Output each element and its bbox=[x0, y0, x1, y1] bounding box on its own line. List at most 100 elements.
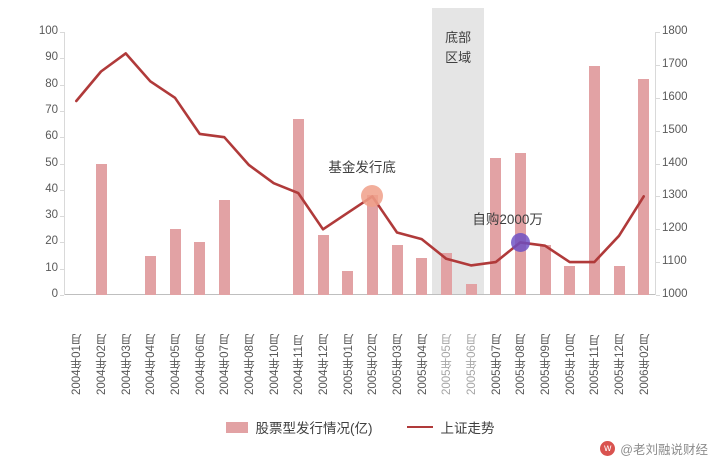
weibo-icon: w bbox=[600, 441, 616, 456]
chart-legend: 股票型发行情况(亿) 上证走势 bbox=[0, 412, 720, 442]
marker-fund-issue-bottom bbox=[361, 185, 384, 208]
y-axis-right-tickmark bbox=[656, 196, 660, 198]
y-axis-right-tick: 1500 bbox=[662, 123, 688, 136]
legend-item-bar: 股票型发行情况(亿) bbox=[225, 417, 373, 437]
y-axis-left-tick: 40 bbox=[45, 182, 58, 195]
y-axis-left-tickmark bbox=[60, 268, 64, 270]
bar bbox=[218, 200, 230, 295]
y-axis-right-tick: 1600 bbox=[662, 90, 688, 103]
y-axis-left-tickmark bbox=[60, 110, 64, 112]
x-axis-tick-label: 2004年10月 bbox=[268, 333, 281, 395]
bar bbox=[613, 266, 625, 295]
shaded-band-label-line2: 区域 bbox=[445, 50, 472, 66]
y-axis-right-tick: 1700 bbox=[662, 57, 688, 70]
watermark-text: @老刘融说财经 bbox=[620, 443, 708, 457]
y-axis-right-tickmark bbox=[656, 262, 660, 264]
y-axis-right-tick: 1000 bbox=[662, 288, 688, 300]
marker-self-purchase bbox=[510, 232, 530, 252]
x-axis-tick-label: 2005年10月 bbox=[564, 333, 577, 395]
bar bbox=[638, 79, 650, 295]
bar bbox=[292, 118, 304, 295]
line-series-group bbox=[75, 52, 646, 267]
x-axis-tick-label: 2005年01月 bbox=[342, 333, 355, 395]
y-axis-left-tick: 90 bbox=[45, 51, 58, 64]
y-axis-right-tick: 1800 bbox=[662, 25, 688, 37]
y-axis-right-tickmark bbox=[656, 64, 660, 66]
y-axis-right-tickmark bbox=[656, 163, 660, 165]
bar bbox=[144, 255, 156, 295]
annotation-fund-issue-bottom: 基金发行底 bbox=[328, 160, 396, 176]
y-axis-left-tickmark bbox=[60, 242, 64, 244]
y-axis-left-tick: 100 bbox=[38, 25, 58, 37]
bar bbox=[539, 245, 551, 295]
plot-area: 0 10 20 30 40 50 60 70 80 90 100 1000 1100 1200 1300 1… bbox=[39, 8, 688, 300]
y-axis-right-tick: 1300 bbox=[662, 189, 688, 202]
bar bbox=[514, 152, 526, 295]
bar-series-group bbox=[64, 32, 656, 295]
legend-item-line: 上证走势 bbox=[406, 417, 495, 437]
x-axis-tick-label: 2005年05月 bbox=[441, 333, 454, 395]
legend-bar-swatch-icon bbox=[225, 421, 248, 433]
bar bbox=[588, 66, 600, 295]
y-axis-right-tick: 1200 bbox=[662, 222, 688, 235]
bar bbox=[440, 252, 452, 295]
x-axis-line bbox=[64, 294, 656, 295]
bar bbox=[465, 284, 477, 295]
x-axis-tick-label: 2004年08月 bbox=[244, 333, 256, 395]
y-axis-right-tick: 1100 bbox=[662, 255, 687, 268]
y-axis-left-tick: 30 bbox=[45, 209, 58, 222]
bar bbox=[391, 245, 403, 295]
x-axis-tick-label: 2005年12月 bbox=[614, 333, 626, 395]
y-axis-left-tickmark bbox=[60, 137, 64, 139]
bar bbox=[317, 234, 329, 295]
y-axis-right-tickmark bbox=[656, 130, 660, 132]
y-axis-left-tick: 20 bbox=[45, 235, 58, 248]
bar bbox=[194, 242, 206, 295]
x-axis-tick-label: 2005年08月 bbox=[515, 333, 528, 395]
y-axis-right-tickmark bbox=[656, 229, 660, 231]
bar bbox=[366, 195, 378, 295]
x-axis-tick-label: 2005年09月 bbox=[540, 333, 552, 395]
x-axis-tick-label: 2004年02月 bbox=[96, 333, 108, 395]
legend-item-line-label: 上证走势 bbox=[440, 421, 495, 436]
x-axis-tick-label: 2005年06月 bbox=[466, 333, 478, 395]
x-axis-tick-labels: 2004年01月 2004年02月 2004年03月 2004年04月 2004年05月… bbox=[64, 299, 656, 409]
x-axis-tick-label: 2005年07月 bbox=[490, 333, 503, 395]
shaded-band-bottom-region bbox=[432, 8, 485, 295]
y-axis-left-tick: 60 bbox=[45, 130, 58, 143]
bar bbox=[490, 158, 502, 295]
bar bbox=[564, 266, 576, 295]
x-axis-tick-label: 2005年11月 bbox=[589, 334, 602, 395]
y-axis-left-tick: 70 bbox=[45, 103, 58, 116]
y-axis-left-tick: 0 bbox=[51, 288, 58, 300]
y-axis-left-tick: 50 bbox=[45, 156, 58, 169]
bar bbox=[342, 271, 354, 295]
y-axis-right-tickmark bbox=[656, 295, 660, 296]
y-axis-left-tickmark bbox=[60, 84, 64, 86]
x-axis-tick-label: 2006年02月 bbox=[638, 333, 651, 395]
x-axis-tick-label: 2004年01月 bbox=[71, 333, 84, 395]
x-axis-tick-label: 2004年07月 bbox=[219, 333, 232, 395]
y-axis-left-tick: 10 bbox=[45, 261, 58, 274]
shaded-band-label-line1: 底部 bbox=[445, 30, 472, 45]
x-axis-tick-label: 2004年11月 bbox=[293, 334, 306, 395]
shaded-band-label: 底部 区域 bbox=[424, 28, 492, 68]
y-axis-right-line bbox=[655, 32, 656, 295]
x-axis-tick-label: 2004年06月 bbox=[194, 333, 207, 395]
x-axis-tick-label: 2004年04月 bbox=[145, 333, 158, 395]
y-axis-left-tickmark bbox=[60, 58, 64, 60]
y-axis-right-tickmark bbox=[656, 97, 660, 99]
x-axis-tick-label: 2005年04月 bbox=[416, 333, 429, 395]
x-axis-tick-label: 2004年05月 bbox=[170, 333, 182, 395]
x-axis-tick-label: 2005年02月 bbox=[367, 333, 380, 395]
legend-line-swatch-icon bbox=[406, 426, 433, 428]
y-axis-left-tickmark bbox=[60, 32, 64, 33]
bar bbox=[169, 229, 181, 295]
watermark: w @老刘融说财经 bbox=[600, 439, 708, 458]
y-axis-left-line bbox=[64, 32, 65, 295]
bar bbox=[95, 163, 107, 295]
line-series-path bbox=[75, 52, 646, 267]
x-axis-tick-label: 2004年03月 bbox=[120, 333, 133, 395]
y-axis-right-tick: 1400 bbox=[662, 156, 688, 169]
